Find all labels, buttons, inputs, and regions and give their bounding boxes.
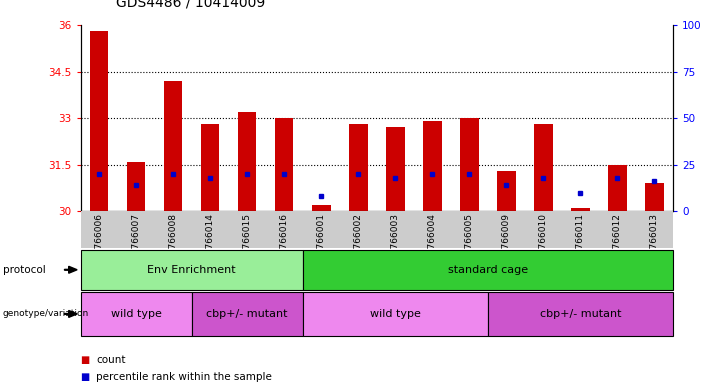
Bar	[238, 112, 257, 211]
Text: GSM766010: GSM766010	[539, 213, 548, 268]
Text: count: count	[96, 355, 125, 365]
Text: cbp+/- mutant: cbp+/- mutant	[540, 309, 621, 319]
Bar	[275, 118, 294, 211]
Text: GSM766003: GSM766003	[390, 213, 400, 268]
Text: standard cage: standard cage	[448, 265, 528, 275]
Bar	[164, 81, 182, 211]
Bar	[645, 183, 664, 211]
Text: Env Enrichment: Env Enrichment	[147, 265, 236, 275]
Text: GSM766007: GSM766007	[132, 213, 141, 268]
Bar	[423, 121, 442, 211]
Text: GSM766015: GSM766015	[243, 213, 252, 268]
Text: GSM766008: GSM766008	[169, 213, 177, 268]
Text: GSM766001: GSM766001	[317, 213, 326, 268]
Text: cbp+/- mutant: cbp+/- mutant	[207, 309, 288, 319]
Text: GSM766005: GSM766005	[465, 213, 474, 268]
Text: wild type: wild type	[370, 309, 421, 319]
Text: GSM766004: GSM766004	[428, 213, 437, 268]
Bar	[497, 171, 516, 211]
Bar	[127, 162, 145, 211]
Text: ■: ■	[81, 355, 90, 365]
Bar	[90, 31, 109, 211]
Bar	[571, 208, 590, 211]
Text: wild type: wild type	[111, 309, 162, 319]
Text: GSM766011: GSM766011	[576, 213, 585, 268]
Bar	[201, 124, 219, 211]
Text: ■: ■	[81, 372, 90, 382]
Bar	[460, 118, 479, 211]
Text: GSM766013: GSM766013	[650, 213, 659, 268]
Text: GSM766002: GSM766002	[354, 213, 363, 268]
Text: genotype/variation: genotype/variation	[3, 310, 89, 318]
Text: GDS4486 / 10414009: GDS4486 / 10414009	[116, 0, 265, 10]
Bar	[608, 165, 627, 211]
Text: GSM766014: GSM766014	[205, 213, 215, 268]
Text: GSM766012: GSM766012	[613, 213, 622, 268]
Bar	[534, 124, 552, 211]
Bar	[386, 127, 404, 211]
Text: percentile rank within the sample: percentile rank within the sample	[96, 372, 272, 382]
Text: GSM766009: GSM766009	[502, 213, 511, 268]
Text: GSM766006: GSM766006	[95, 213, 104, 268]
Text: GSM766016: GSM766016	[280, 213, 289, 268]
Bar	[349, 124, 367, 211]
Text: protocol: protocol	[3, 265, 46, 275]
Bar	[312, 205, 330, 211]
